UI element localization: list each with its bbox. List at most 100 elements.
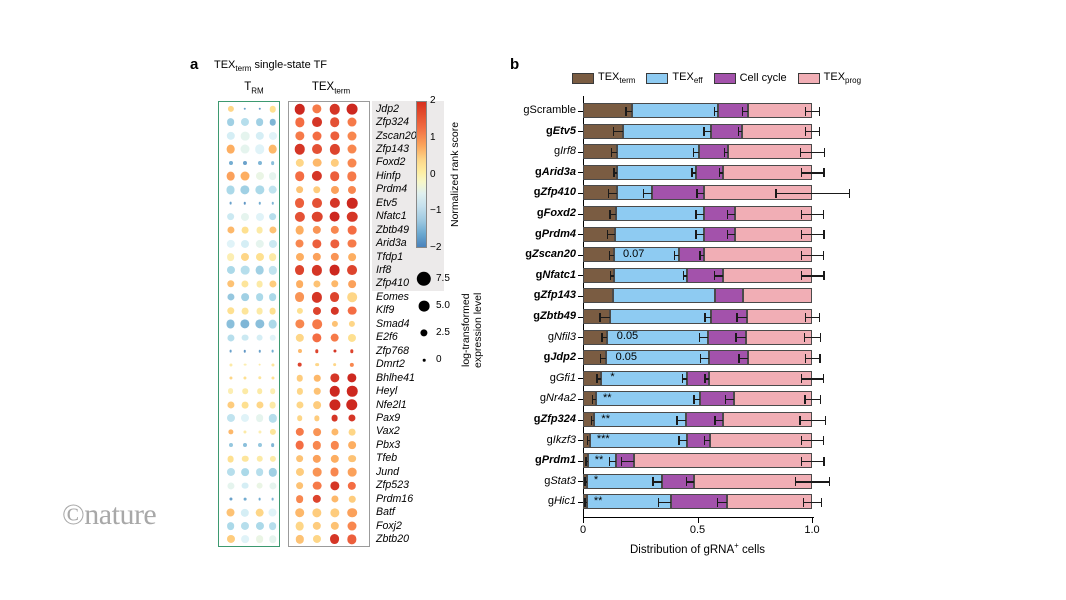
stacked-bar[interactable] (583, 288, 812, 304)
bar-segment[interactable] (612, 288, 715, 304)
dot-cell (330, 280, 339, 288)
stacked-bar[interactable] (583, 144, 826, 160)
bar-segment[interactable] (708, 370, 812, 386)
bar-row-label-prefix: g (535, 165, 542, 178)
bar-segment[interactable] (613, 267, 688, 283)
stacked-bar[interactable] (583, 267, 825, 283)
bar-segment[interactable] (747, 350, 812, 366)
error-bar (801, 213, 823, 215)
dot-cell (240, 239, 250, 248)
stacked-bar[interactable] (583, 453, 825, 469)
bar-segment[interactable] (734, 391, 812, 407)
stacked-bar[interactable] (583, 185, 850, 201)
stacked-bar[interactable] (583, 123, 821, 139)
bar-row-label: gPrdm1 (535, 452, 576, 469)
bar-segment[interactable] (710, 432, 812, 448)
y-axis-line (583, 96, 585, 517)
error-bar-cap (775, 188, 777, 198)
legend-label-sub: prog (845, 76, 862, 86)
error-bar (805, 110, 819, 112)
stacked-bar[interactable] (583, 247, 825, 263)
bar-row-label: gScramble (523, 102, 576, 119)
bar-segment[interactable] (615, 226, 705, 242)
error-bar (805, 316, 819, 318)
bar-segment[interactable] (583, 164, 618, 180)
error-bar (804, 357, 820, 359)
bar-segment[interactable] (617, 164, 697, 180)
bar-segment[interactable] (610, 309, 712, 324)
stacked-bar[interactable] (583, 370, 825, 386)
bar-segment[interactable] (726, 494, 812, 510)
bar-segment[interactable] (583, 288, 613, 304)
bar-segment[interactable] (704, 247, 812, 263)
error-bar-cap (822, 209, 825, 219)
stacked-bar[interactable] (583, 164, 825, 180)
error-bar-cap (738, 353, 740, 363)
dot-cell (329, 117, 340, 128)
bar-segment[interactable] (616, 206, 705, 221)
stacked-bar[interactable] (583, 473, 831, 489)
dot-cell (312, 535, 322, 544)
error-bar-cap (829, 477, 831, 487)
bar-row-label-prefix: g (535, 454, 542, 467)
bar-segment[interactable] (617, 144, 699, 160)
dot-cell (329, 198, 340, 209)
bar-segment[interactable] (623, 123, 712, 139)
dot-cell (271, 201, 274, 205)
col-trm-main: T (244, 81, 252, 93)
bar-segment[interactable] (745, 329, 812, 345)
bar-row-label-gene: Foxd2 (543, 207, 576, 219)
bar-segment[interactable] (722, 164, 812, 180)
error-bar-cap (600, 353, 602, 363)
dot-cell (258, 349, 261, 353)
bar-segment[interactable] (714, 288, 744, 304)
stacked-bar[interactable] (583, 432, 825, 448)
dot-cell (269, 105, 276, 113)
stacked-bar[interactable] (583, 103, 821, 118)
stacked-bar[interactable] (583, 391, 821, 407)
error-bar (678, 440, 696, 442)
dot-cell (229, 201, 232, 205)
stacked-bar[interactable] (583, 412, 826, 427)
colorbar-tick-label: −1 (430, 205, 442, 217)
stacked-bar[interactable] (583, 309, 821, 324)
dot-cell (226, 307, 235, 315)
bar-segment[interactable] (634, 453, 812, 469)
stacked-bar[interactable] (583, 226, 825, 242)
bar-segment[interactable] (747, 103, 812, 118)
stacked-bar[interactable] (583, 206, 825, 221)
dot-cell (312, 104, 322, 114)
stacked-bar[interactable] (583, 494, 823, 510)
gene-label: Zfp523 (376, 479, 409, 492)
size-legend-label: 7.5 (436, 273, 450, 284)
gene-label: Prdm4 (376, 183, 408, 196)
dot-cell (294, 131, 305, 141)
dot-cell (268, 280, 277, 288)
dot-cell (330, 225, 339, 235)
error-bar-cap (736, 312, 738, 322)
bar-segment[interactable] (632, 103, 719, 118)
dot-cell (346, 399, 358, 411)
dot-cell (329, 211, 340, 223)
dot-cell (268, 482, 277, 490)
error-bar (692, 151, 705, 153)
y-axis-tick (578, 378, 583, 380)
bar-segment[interactable] (722, 267, 812, 283)
dot-cell (311, 292, 323, 303)
error-bar-cap (658, 497, 660, 507)
bar-segment[interactable] (746, 309, 812, 324)
bar-segment[interactable] (743, 288, 812, 304)
gene-label: Tfeb (376, 452, 398, 465)
bar-segment[interactable] (587, 473, 662, 489)
bar-row-label-gene: Zfp324 (540, 413, 576, 425)
error-bar (625, 110, 640, 112)
bar-segment[interactable] (742, 123, 812, 139)
stacked-bar[interactable] (583, 350, 821, 366)
bar-row-label-gene: Hic1 (553, 495, 576, 508)
error-bar-cap (599, 312, 601, 322)
stacked-bar[interactable] (583, 329, 822, 345)
gene-label: Zscan20 (376, 129, 417, 142)
bar-row-label-prefix: g (547, 330, 554, 343)
dot-cell (313, 280, 321, 288)
error-bar-cap (805, 106, 807, 116)
